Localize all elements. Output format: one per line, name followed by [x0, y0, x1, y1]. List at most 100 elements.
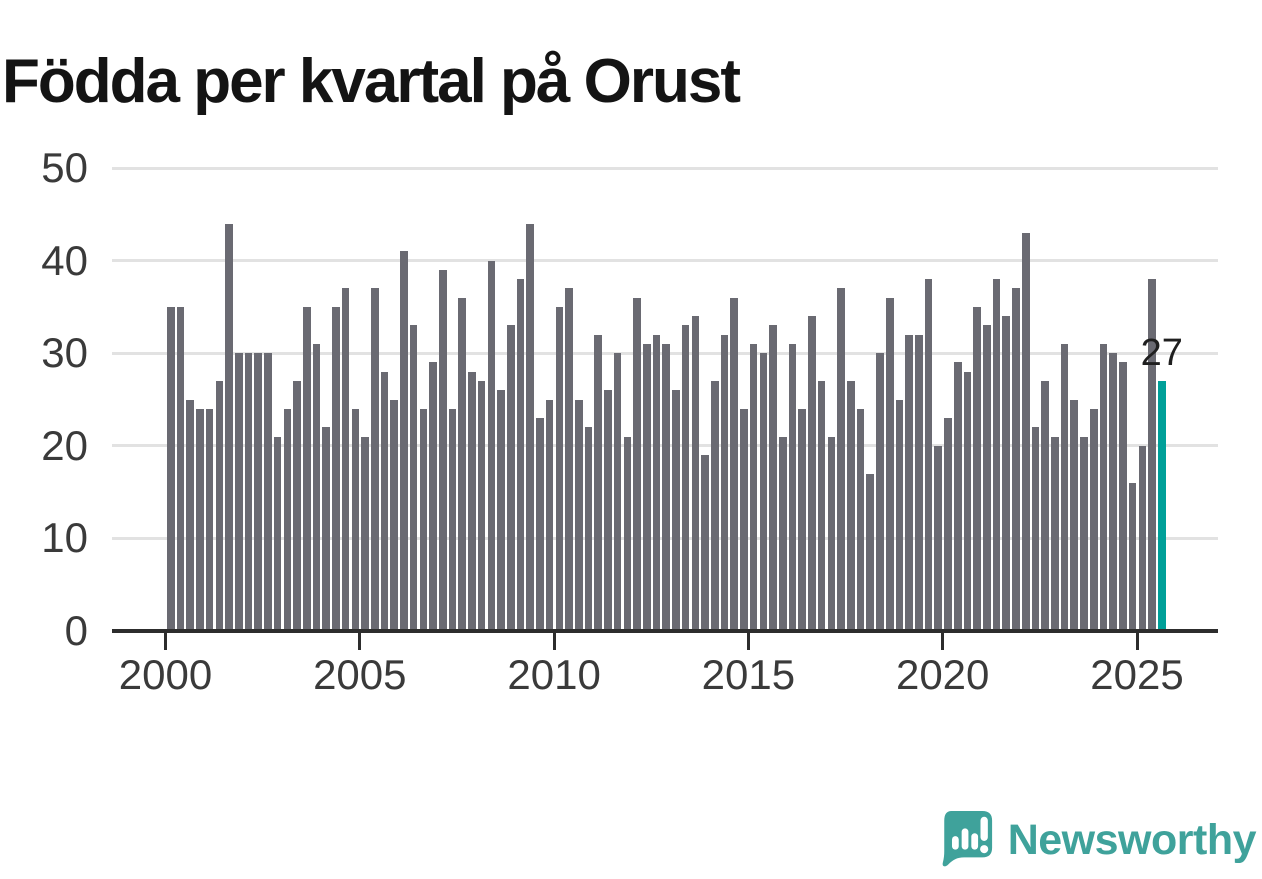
highlight-bar — [1157, 380, 1166, 631]
bar — [604, 390, 612, 631]
bar — [633, 297, 641, 631]
bar — [740, 408, 748, 631]
x-tick-label: 2010 — [507, 651, 601, 698]
bar — [1099, 343, 1108, 631]
bar — [419, 408, 428, 631]
y-tick-label: 30 — [41, 329, 88, 377]
bar — [1021, 232, 1030, 631]
bar — [273, 436, 282, 631]
bar — [322, 427, 331, 631]
bar — [876, 353, 884, 631]
bar — [215, 380, 224, 631]
bar — [1051, 436, 1059, 631]
bar — [973, 306, 981, 631]
logo-bar-short — [951, 836, 959, 850]
bar — [1089, 408, 1098, 631]
bar — [847, 380, 855, 631]
bar — [167, 306, 175, 631]
logo-exclamation-bar — [980, 816, 988, 841]
x-tick-mark — [941, 633, 945, 650]
bar — [1138, 445, 1147, 631]
bar — [487, 260, 496, 631]
bar — [934, 445, 943, 631]
bar — [662, 343, 671, 631]
bar — [235, 353, 243, 631]
newsworthy-logo: Newsworthy — [937, 809, 1257, 871]
bar — [885, 297, 894, 631]
bar — [953, 362, 962, 631]
bar — [575, 399, 583, 631]
bar — [759, 353, 768, 631]
logo-bar-medium — [971, 833, 978, 850]
x-tick-mark — [552, 633, 556, 650]
y-tick-label: 50 — [41, 144, 88, 191]
bar — [1031, 427, 1040, 631]
x-tick-label: 2000 — [118, 651, 213, 698]
x-tick-mark — [358, 633, 362, 650]
bar — [264, 353, 272, 631]
bar — [254, 353, 263, 631]
bar — [915, 334, 923, 631]
bar — [895, 399, 904, 631]
bar — [1002, 316, 1011, 631]
x-tick-label: 2020 — [895, 651, 990, 698]
x-tick-mark — [1135, 633, 1139, 650]
bar — [798, 408, 807, 631]
bar — [196, 408, 204, 631]
bar — [808, 316, 816, 631]
chart-title: Födda per kvartal på Orust — [2, 46, 741, 116]
bar — [244, 353, 253, 631]
bar — [944, 418, 952, 631]
bar — [497, 390, 505, 631]
bar — [701, 455, 709, 631]
bar — [1128, 482, 1137, 631]
bar — [730, 297, 739, 631]
bar — [652, 334, 661, 631]
bar — [545, 399, 554, 631]
bar — [526, 223, 535, 631]
bar — [477, 380, 486, 631]
bar — [1080, 436, 1088, 631]
bar — [565, 288, 573, 631]
bar — [963, 371, 972, 631]
x-tick-mark — [746, 633, 750, 650]
bar — [205, 408, 214, 631]
bar — [691, 316, 700, 631]
bar — [332, 306, 340, 631]
bar — [788, 343, 797, 631]
bar — [827, 436, 836, 631]
bar — [1041, 380, 1049, 631]
bar — [643, 343, 651, 631]
bar — [536, 418, 544, 631]
bar — [1012, 288, 1020, 631]
bar — [555, 306, 564, 631]
bar — [1070, 399, 1079, 631]
bar — [303, 306, 311, 631]
bar — [371, 288, 379, 631]
bar — [516, 279, 525, 631]
plot-area — [112, 166, 1218, 633]
bar — [439, 269, 447, 631]
bar — [584, 427, 593, 631]
bar — [769, 325, 777, 631]
bar — [507, 325, 515, 631]
bar — [837, 288, 845, 631]
bar — [409, 325, 418, 631]
newsworthy-logo-text: Newsworthy — [1007, 815, 1257, 864]
bar — [720, 334, 729, 631]
bar — [672, 390, 680, 631]
bar — [361, 436, 369, 631]
bar — [390, 399, 399, 631]
x-tick-label: 2025 — [1090, 651, 1184, 698]
bar — [749, 343, 758, 631]
bar — [817, 380, 826, 631]
bar — [613, 353, 622, 631]
x-tick-mark — [164, 633, 167, 650]
bar — [681, 325, 690, 631]
bar — [866, 473, 875, 631]
highlight-value-label: 27 — [1140, 331, 1183, 374]
logo-bar-tall — [961, 828, 969, 850]
bar — [448, 408, 457, 631]
gridline-y50 — [112, 166, 1218, 170]
